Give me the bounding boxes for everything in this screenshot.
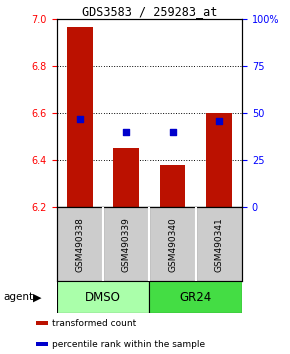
Text: percentile rank within the sample: percentile rank within the sample	[52, 339, 205, 349]
Text: DMSO: DMSO	[85, 291, 121, 304]
Point	[170, 129, 175, 135]
Point	[124, 129, 128, 135]
Bar	[149, 207, 196, 281]
Bar	[57, 281, 149, 313]
Bar	[36, 342, 48, 346]
Bar	[196, 207, 242, 281]
Text: transformed count: transformed count	[52, 319, 136, 328]
Bar	[67, 27, 93, 207]
Bar	[103, 207, 149, 281]
Bar	[57, 207, 103, 281]
Text: GSM490338: GSM490338	[75, 217, 84, 272]
Bar	[206, 113, 232, 207]
Text: agent: agent	[3, 292, 33, 302]
Text: GSM490339: GSM490339	[122, 217, 131, 272]
Point	[77, 116, 82, 122]
Title: GDS3583 / 259283_at: GDS3583 / 259283_at	[82, 5, 217, 18]
Text: ▶: ▶	[33, 292, 42, 302]
Bar	[36, 321, 48, 325]
Bar	[149, 281, 242, 313]
Bar	[113, 148, 139, 207]
Point	[217, 118, 221, 124]
Text: GR24: GR24	[180, 291, 212, 304]
Text: GSM490340: GSM490340	[168, 217, 177, 272]
Bar	[160, 165, 185, 207]
Text: GSM490341: GSM490341	[214, 217, 224, 272]
